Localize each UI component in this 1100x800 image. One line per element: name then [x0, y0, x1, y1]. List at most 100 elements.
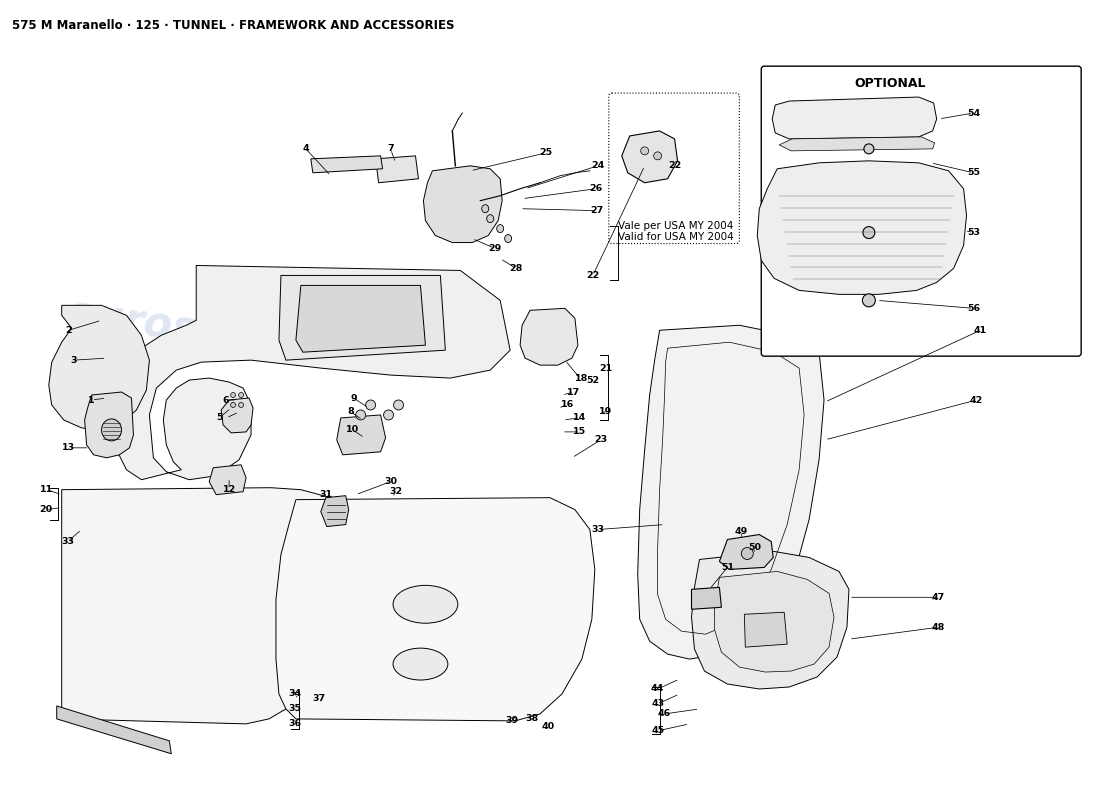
Text: 575 M Maranello · 125 · TUNNEL · FRAMEWORK AND ACCESSORIES: 575 M Maranello · 125 · TUNNEL · FRAMEWO…	[12, 19, 454, 32]
Ellipse shape	[393, 586, 458, 623]
Ellipse shape	[239, 393, 243, 398]
Ellipse shape	[640, 147, 649, 155]
Text: 47: 47	[932, 593, 945, 602]
Text: 42: 42	[970, 395, 983, 405]
Text: 44: 44	[651, 685, 664, 694]
Ellipse shape	[239, 402, 243, 407]
Text: 41: 41	[974, 326, 987, 334]
Text: 32: 32	[389, 487, 403, 496]
Text: 5: 5	[216, 414, 222, 422]
Polygon shape	[276, 498, 595, 721]
Text: 4: 4	[302, 144, 309, 154]
Text: 39: 39	[506, 716, 519, 726]
Text: 25: 25	[539, 148, 552, 158]
Text: 21: 21	[600, 364, 613, 373]
Ellipse shape	[101, 419, 121, 441]
Text: 14: 14	[573, 414, 586, 422]
Text: 33: 33	[62, 537, 74, 546]
Text: 29: 29	[488, 244, 502, 253]
Text: 11: 11	[40, 485, 54, 494]
Text: 56: 56	[967, 304, 980, 313]
Text: 37: 37	[312, 694, 326, 703]
Polygon shape	[375, 156, 418, 182]
Ellipse shape	[393, 648, 448, 680]
FancyBboxPatch shape	[761, 66, 1081, 356]
Text: 15: 15	[573, 427, 586, 436]
Polygon shape	[745, 612, 788, 647]
Text: 46: 46	[658, 710, 671, 718]
Polygon shape	[520, 308, 578, 365]
Text: 8: 8	[348, 407, 354, 417]
Polygon shape	[279, 275, 446, 360]
Text: 16: 16	[561, 401, 574, 410]
Text: 1: 1	[88, 395, 95, 405]
Text: 31: 31	[319, 490, 332, 499]
Text: 18: 18	[575, 374, 589, 382]
Ellipse shape	[505, 234, 512, 242]
Text: 49: 49	[735, 527, 748, 536]
Text: 23: 23	[594, 435, 607, 444]
Polygon shape	[85, 392, 133, 458]
Text: 38: 38	[526, 714, 539, 723]
Ellipse shape	[355, 410, 365, 420]
Polygon shape	[209, 465, 246, 494]
Text: 52: 52	[586, 375, 600, 385]
Text: OPTIONAL: OPTIONAL	[854, 77, 925, 90]
Ellipse shape	[497, 225, 504, 233]
Text: 53: 53	[967, 228, 980, 237]
Text: 48: 48	[932, 622, 945, 632]
Text: 43: 43	[651, 699, 664, 709]
Text: 9: 9	[351, 394, 358, 402]
FancyBboxPatch shape	[608, 93, 739, 243]
Polygon shape	[311, 156, 383, 173]
Text: 20: 20	[40, 505, 53, 514]
Text: 10: 10	[346, 426, 360, 434]
Polygon shape	[714, 571, 834, 672]
Text: 55: 55	[967, 168, 980, 178]
Polygon shape	[692, 551, 849, 689]
Polygon shape	[719, 534, 773, 570]
Polygon shape	[296, 286, 426, 352]
Text: 22: 22	[586, 271, 600, 280]
Text: 13: 13	[62, 443, 75, 452]
Text: 51: 51	[720, 563, 734, 572]
Text: 54: 54	[967, 109, 980, 118]
Polygon shape	[638, 326, 824, 659]
Ellipse shape	[231, 393, 235, 398]
Text: 17: 17	[568, 387, 581, 397]
Text: 33: 33	[592, 525, 604, 534]
Ellipse shape	[741, 547, 754, 559]
Text: 2: 2	[65, 326, 72, 334]
Ellipse shape	[653, 152, 661, 160]
Polygon shape	[772, 97, 937, 139]
Text: 22: 22	[668, 162, 681, 170]
Text: 28: 28	[509, 264, 522, 273]
Text: 35: 35	[288, 705, 301, 714]
Polygon shape	[779, 137, 935, 151]
Ellipse shape	[394, 400, 404, 410]
Text: Vale per USA MY 2004
Valid for USA MY 2004: Vale per USA MY 2004 Valid for USA MY 20…	[618, 221, 734, 242]
Polygon shape	[321, 496, 349, 526]
Text: eurospares: eurospares	[327, 550, 594, 629]
Text: 6: 6	[223, 395, 230, 405]
Polygon shape	[113, 266, 510, 480]
Polygon shape	[48, 306, 150, 430]
Polygon shape	[424, 166, 503, 242]
Text: 3: 3	[70, 356, 77, 365]
Ellipse shape	[486, 214, 494, 222]
Ellipse shape	[231, 402, 235, 407]
Ellipse shape	[862, 226, 874, 238]
Text: 7: 7	[387, 144, 394, 154]
Text: 26: 26	[590, 184, 603, 194]
Polygon shape	[621, 131, 678, 182]
Text: 19: 19	[600, 407, 613, 417]
Polygon shape	[337, 415, 386, 455]
Polygon shape	[757, 161, 967, 294]
Text: 12: 12	[222, 485, 235, 494]
Text: 27: 27	[591, 206, 604, 215]
Polygon shape	[62, 488, 345, 724]
Text: 36: 36	[288, 719, 301, 728]
Polygon shape	[221, 398, 253, 433]
Polygon shape	[57, 706, 172, 754]
Text: 45: 45	[651, 726, 664, 735]
